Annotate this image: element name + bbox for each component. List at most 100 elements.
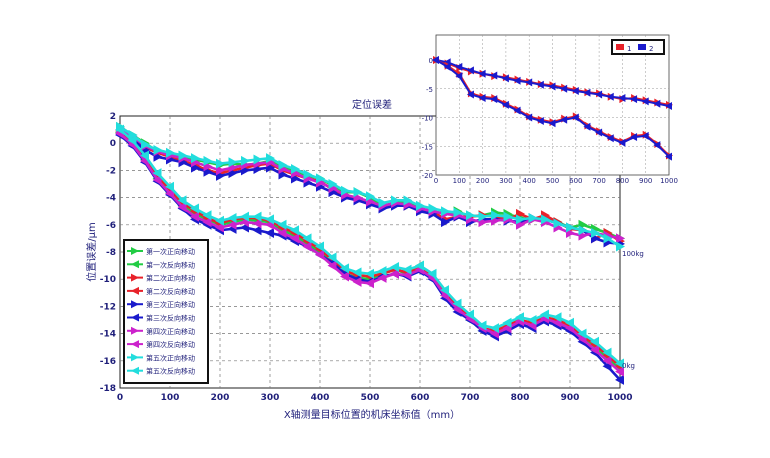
inset-data-point-marker — [548, 119, 556, 128]
data-point-marker — [577, 328, 587, 339]
main-series-group — [115, 121, 625, 385]
legend-marker — [131, 273, 139, 282]
data-point-marker — [252, 225, 262, 236]
data-point-marker — [541, 214, 550, 225]
inset-y-tick-label: 0 — [429, 57, 433, 65]
legend-label: 第一次反向移动 — [146, 260, 195, 269]
main-y-tick-label: -14 — [100, 330, 116, 340]
data-point-marker — [515, 312, 524, 323]
data-point-marker — [352, 267, 362, 278]
inset-data-point-marker — [536, 116, 544, 125]
data-point-marker — [178, 150, 188, 161]
data-point-marker — [302, 233, 312, 244]
data-point-marker — [166, 147, 175, 158]
data-point-marker — [140, 150, 149, 161]
inset-x-tick-label: 700 — [592, 177, 605, 185]
inset-data-point-marker — [571, 113, 579, 122]
inset-data-point-marker — [606, 92, 614, 101]
legend-items: 第一次正向移动第一次反向移动第二次正向移动第二次反向移动第三次正向移动第三次反向… — [127, 247, 195, 376]
data-point-marker — [253, 154, 263, 165]
inset-x-tick-label: 300 — [499, 177, 512, 185]
inset-data-point-marker — [641, 97, 649, 106]
data-point-marker — [441, 206, 450, 217]
legend-label: 第二次反向移动 — [146, 287, 195, 296]
inset-y-tick-label: -15 — [422, 143, 433, 151]
inset-data-point-marker — [548, 82, 556, 91]
inset-x-tick-label: 400 — [523, 177, 536, 185]
main-y-tick-label: -18 — [100, 384, 116, 394]
legend-marker — [131, 326, 139, 335]
inset-data-point-marker — [501, 74, 509, 83]
data-point-marker — [478, 211, 488, 222]
inset-data-point-marker — [466, 90, 474, 99]
data-point-marker — [252, 218, 262, 229]
data-point-marker — [365, 268, 374, 279]
data-point-marker — [177, 202, 187, 213]
data-point-marker — [602, 355, 612, 366]
main-chart-title: 定位误差 — [352, 98, 392, 111]
data-point-marker — [503, 211, 513, 222]
inset-data-point-marker — [653, 99, 661, 108]
data-point-marker — [190, 211, 199, 222]
inset-x-tick-label: 800 — [616, 177, 629, 185]
y-axis-label: 位置误差/μm — [85, 222, 98, 281]
legend-marker — [131, 260, 139, 269]
data-point-marker — [565, 317, 574, 328]
main-x-tick-label: 600 — [411, 393, 430, 403]
data-point-marker — [377, 266, 387, 277]
data-point-marker — [215, 215, 224, 226]
data-point-marker — [315, 241, 324, 252]
inset-legend-swatch-2 — [638, 44, 646, 50]
main-x-tick-label: 700 — [461, 393, 480, 403]
data-point-marker — [491, 210, 500, 221]
data-point-marker — [327, 252, 337, 263]
data-point-marker — [340, 271, 349, 282]
inset-y-ticks: 0 -5 -10 -15 -20 — [422, 57, 433, 180]
data-point-marker — [141, 139, 150, 150]
data-point-marker — [441, 217, 450, 228]
inset-x-tick-label: 0 — [434, 177, 438, 185]
data-point-marker — [377, 272, 387, 283]
x-axis-label: X轴测量目标位置的机床坐标值（mm） — [284, 408, 460, 421]
inset-data-point-marker — [525, 113, 533, 122]
data-point-marker — [553, 218, 563, 229]
data-point-marker — [465, 309, 474, 320]
inset-data-point-marker — [606, 134, 614, 143]
data-point-marker — [353, 187, 363, 198]
inset-data-point-marker — [513, 76, 521, 85]
legend-label: 第三次正向移动 — [146, 300, 195, 309]
data-point-marker — [227, 213, 237, 223]
inset-x-tick-label: 100 — [453, 177, 466, 185]
inset-data-point-marker — [478, 69, 486, 78]
legend-marker — [131, 300, 139, 309]
data-point-marker — [440, 285, 449, 296]
inset-data-point-marker — [560, 84, 568, 93]
inset-legend-swatch-1 — [616, 44, 624, 50]
data-point-marker — [603, 233, 613, 244]
annotation-100kg: 100kg — [622, 250, 644, 258]
data-point-marker — [266, 153, 275, 164]
data-point-marker — [241, 155, 250, 166]
inset-data-point-marker — [513, 106, 521, 115]
data-point-marker — [591, 227, 600, 238]
main-x-tick-label: 200 — [211, 393, 230, 403]
main-y-tick-label: -16 — [100, 357, 116, 367]
legend-label: 第五次反向移动 — [146, 367, 195, 376]
inset-data-point-marker — [560, 115, 568, 124]
inset-data-point-marker — [501, 100, 509, 109]
inset-data-point-marker — [595, 128, 603, 137]
inset-data-point-marker — [478, 93, 486, 102]
data-point-marker — [566, 222, 575, 233]
data-point-marker — [403, 195, 413, 206]
data-point-marker — [453, 207, 463, 218]
main-y-tick-label: -4 — [106, 194, 116, 204]
inset-data-point-marker — [630, 133, 638, 142]
legend-label: 第二次正向移动 — [146, 274, 195, 283]
data-point-marker — [291, 164, 300, 175]
data-point-marker — [366, 191, 375, 202]
data-point-marker — [127, 135, 137, 146]
data-point-marker — [616, 241, 625, 252]
data-point-marker — [416, 200, 425, 211]
inset-y-tick-label: -5 — [426, 86, 433, 94]
